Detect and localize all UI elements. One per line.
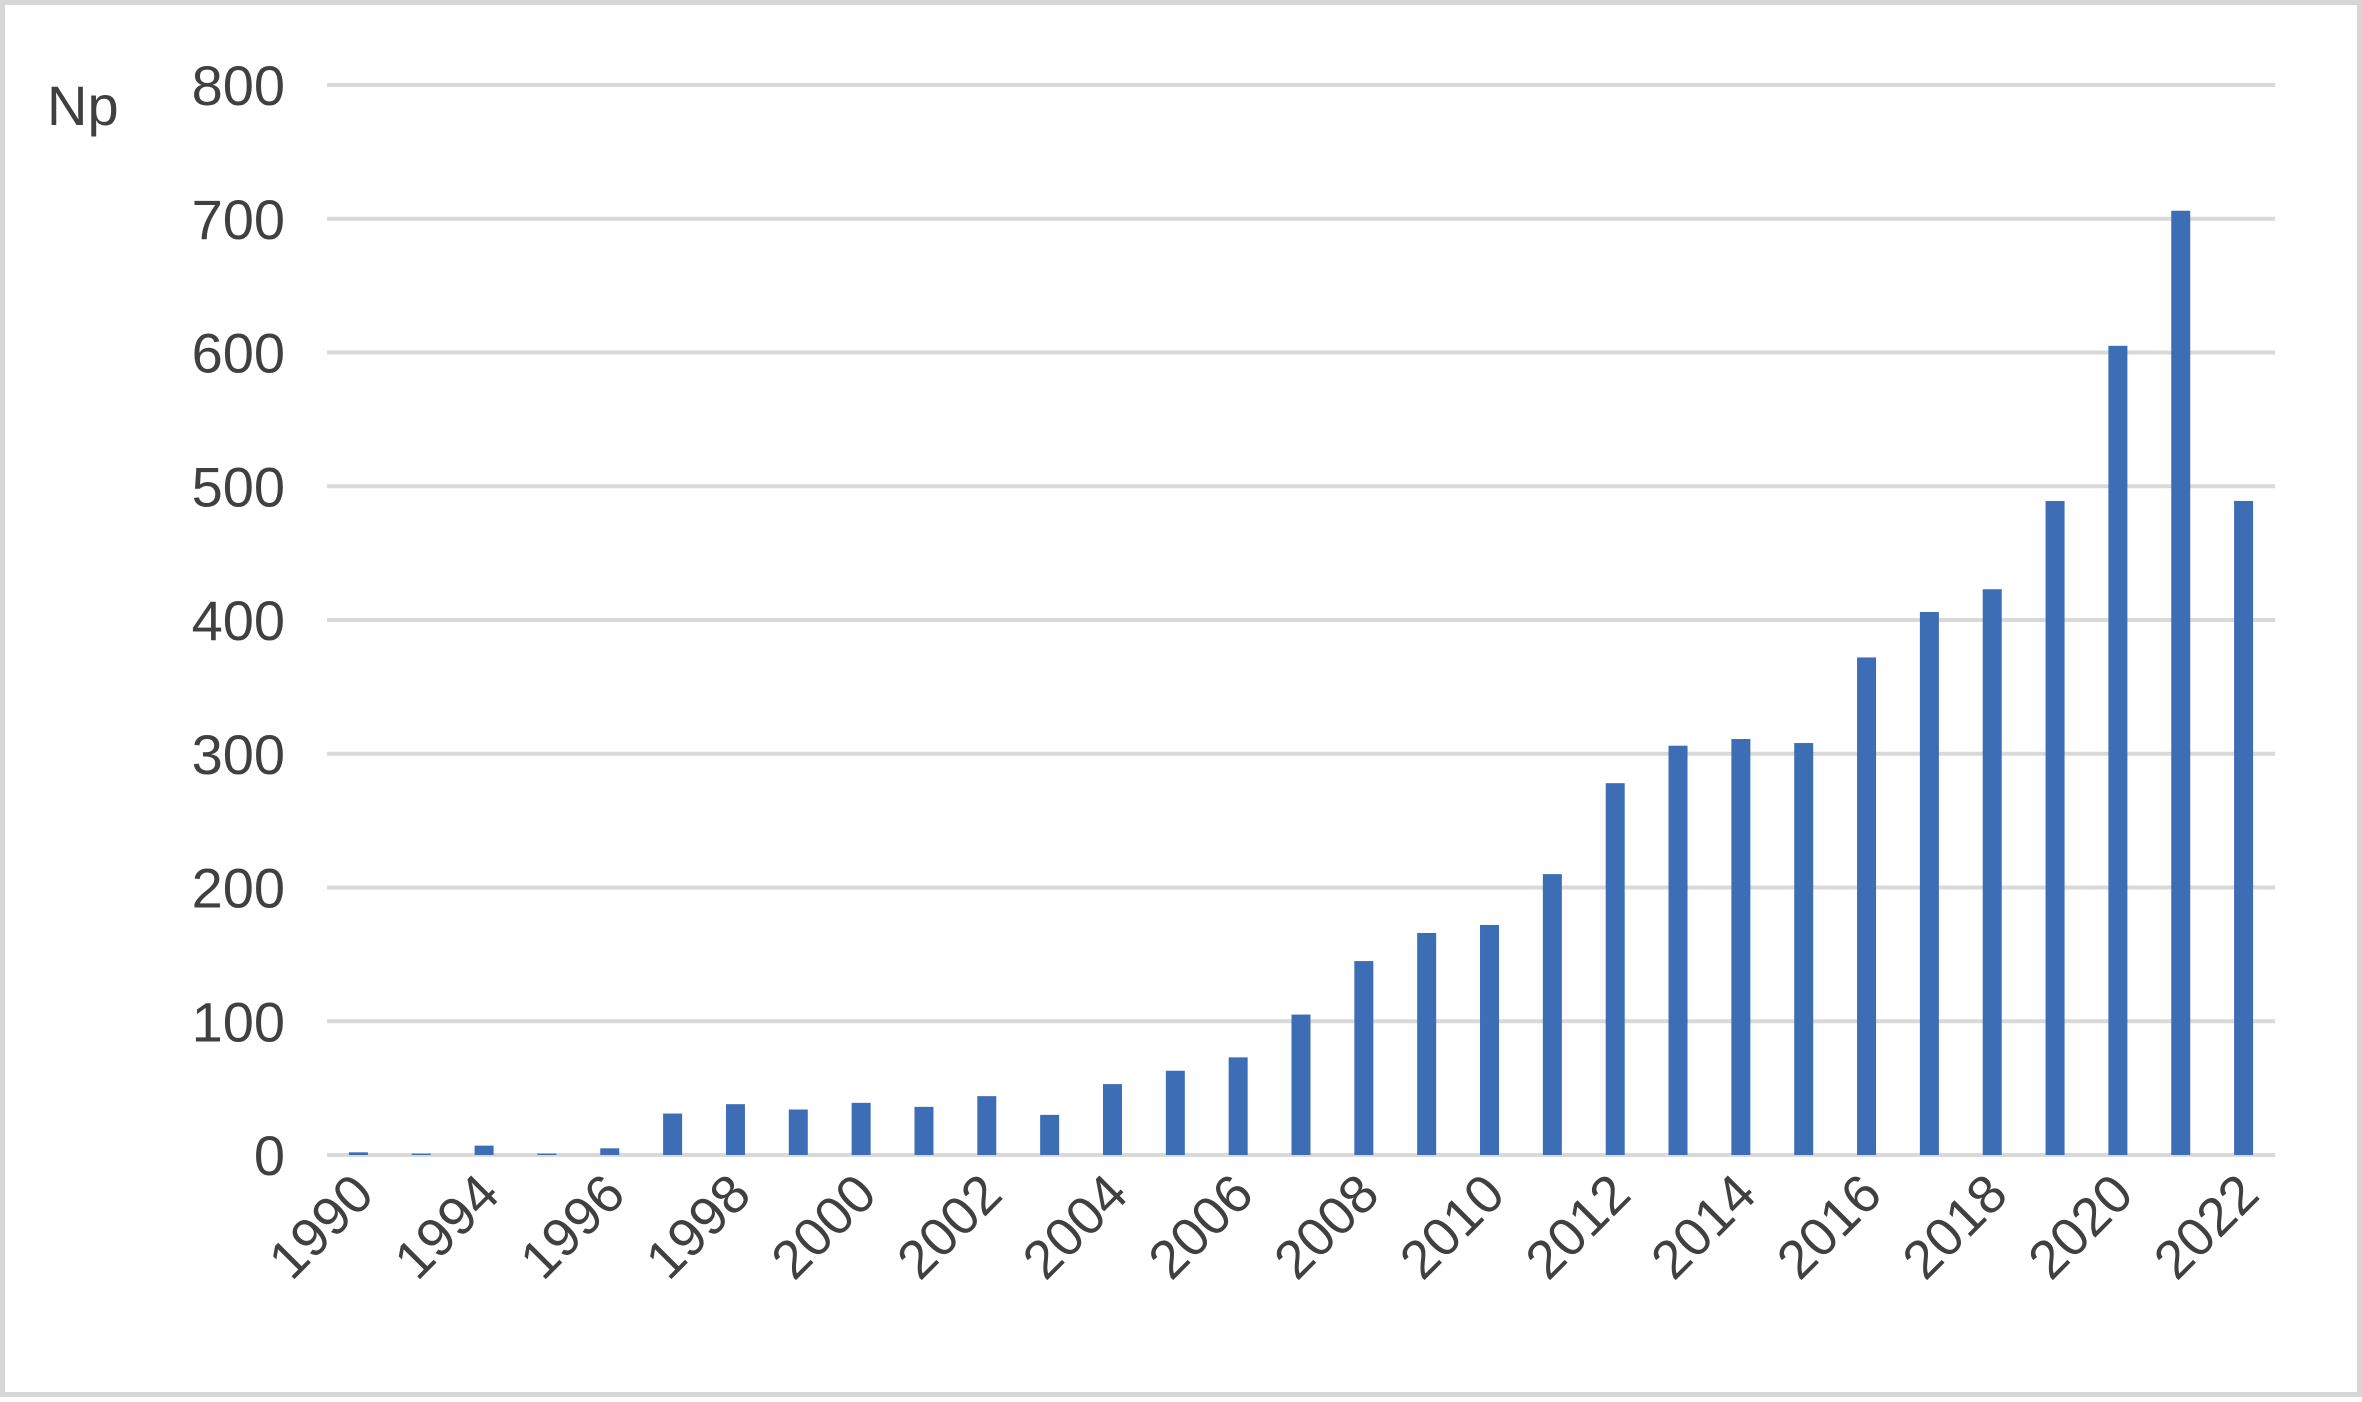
x-tick-label: 1996 [509,1163,636,1290]
bar-1998 [725,1104,745,1155]
x-tick-label: 2012 [1514,1163,1641,1290]
y-tick-label: 700 [192,188,285,251]
y-tick-label: 200 [192,857,285,920]
bar-1994 [474,1145,494,1155]
bar-1990 [348,1152,368,1155]
bar-chart: 0 100 200 300 400 500 600 700 800 19901994199619… [47,54,2275,1290]
bar-2020 [2108,345,2128,1155]
bar-2015 [1794,743,1814,1155]
bar-2022 [2234,500,2254,1155]
x-tick-label: 1998 [635,1163,762,1290]
bar-2002 [977,1096,997,1155]
y-tick-label: 600 [192,322,285,385]
bar-2003 [1040,1114,1060,1155]
bar-2014 [1731,739,1751,1155]
x-tick-label: 2000 [760,1163,887,1290]
bar-2019 [2045,500,2065,1155]
y-tick-label: 400 [192,589,285,652]
bar-2016 [1857,657,1877,1155]
y-tick-label: 300 [192,723,285,786]
x-tick-label: 2006 [1137,1163,1264,1290]
bar-1999 [788,1109,808,1155]
bar-2007 [1291,1014,1311,1155]
bar-1993 [411,1153,431,1155]
bar-2018 [1982,589,2002,1155]
bar-1995 [537,1153,557,1155]
x-tick-label: 2014 [1640,1163,1767,1290]
x-tick-label: 2008 [1263,1163,1390,1290]
bar-2017 [1919,611,1939,1155]
bar-2013 [1668,745,1688,1155]
y-tick-label: 500 [192,455,285,518]
x-tick-label: 2022 [2143,1163,2270,1290]
x-tick-label: 1994 [383,1163,510,1290]
bar-1997 [663,1113,683,1155]
gridlines [327,83,2275,1157]
x-tick-label: 2020 [2017,1163,2144,1290]
bar-2009 [1417,932,1437,1155]
x-axis-ticks: 1990199419961998200020022004200620082010… [258,1163,2271,1290]
bar-2000 [851,1102,871,1155]
y-axis-label: Np [47,74,119,137]
x-tick-label: 2002 [886,1163,1013,1290]
bar-2008 [1354,961,1374,1155]
x-tick-label: 2004 [1012,1163,1139,1290]
bar-2021 [2171,210,2191,1156]
bar-2005 [1165,1070,1185,1155]
y-tick-label: 800 [192,54,285,117]
bar-2006 [1228,1057,1248,1155]
y-tick-label: 100 [192,990,285,1053]
bar-1996 [600,1148,620,1155]
x-tick-label: 2016 [1766,1163,1893,1290]
x-tick-label: 2010 [1389,1163,1516,1290]
bar-2001 [914,1106,934,1155]
y-axis-ticks: 0 100 200 300 400 500 600 700 800 [192,54,285,1187]
bar-2012 [1605,783,1625,1155]
x-tick-label: 2018 [1891,1163,2018,1290]
y-tick-label: 0 [254,1124,285,1187]
bar-2010 [1480,924,1500,1155]
bar-2011 [1542,874,1562,1155]
bar-2004 [1102,1084,1122,1155]
bars [348,210,2254,1156]
